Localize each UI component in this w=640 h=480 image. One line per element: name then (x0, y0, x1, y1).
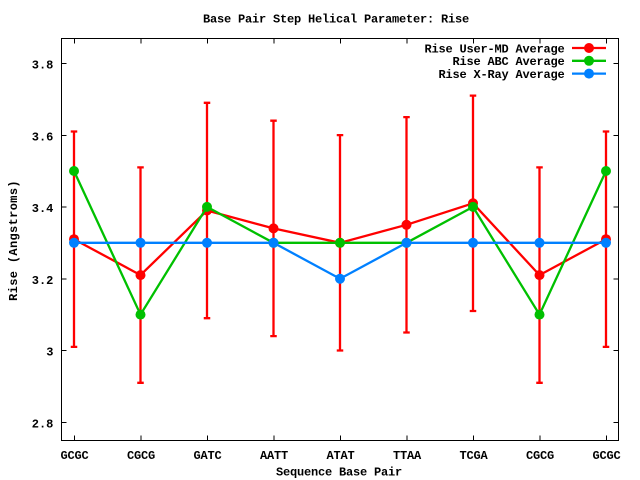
svg-text:AATT: AATT (260, 449, 288, 463)
svg-text:3.8: 3.8 (32, 59, 54, 73)
svg-text:CGCG: CGCG (127, 449, 155, 463)
svg-text:3: 3 (46, 346, 53, 360)
svg-text:TTAA: TTAA (393, 449, 422, 463)
svg-text:CGCG: CGCG (526, 449, 554, 463)
svg-text:ATAT: ATAT (326, 449, 354, 463)
svg-text:GATC: GATC (193, 449, 221, 463)
svg-text:Rise (Angstroms): Rise (Angstroms) (7, 180, 21, 301)
svg-text:3.2: 3.2 (32, 274, 54, 288)
svg-text:3.4: 3.4 (32, 202, 54, 216)
svg-text:GCGC: GCGC (592, 449, 620, 463)
svg-text:Base Pair Step Helical Paramet: Base Pair Step Helical Parameter: Rise (203, 13, 469, 27)
svg-text:TCGA: TCGA (459, 449, 488, 463)
svg-text:Sequence Base Pair: Sequence Base Pair (276, 466, 402, 480)
svg-text:2.8: 2.8 (32, 418, 54, 432)
svg-text:GCGC: GCGC (60, 449, 88, 463)
svg-text:3.6: 3.6 (32, 130, 54, 144)
svg-text:Rise ABC Average: Rise ABC Average (452, 55, 564, 69)
svg-text:Rise User-MD Average: Rise User-MD Average (424, 42, 564, 56)
svg-text:Rise X-Ray Average: Rise X-Ray Average (438, 68, 564, 82)
